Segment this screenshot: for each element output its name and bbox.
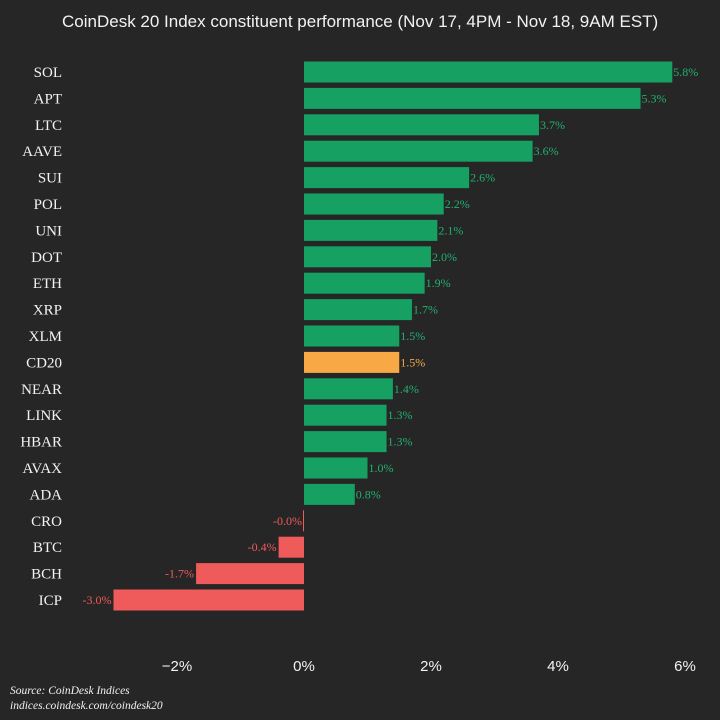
category-label: POL [34, 197, 62, 213]
category-label: AAVE [22, 144, 62, 160]
category-label: ADA [30, 487, 63, 503]
bars-group [113, 61, 673, 611]
bar-cro [303, 510, 304, 532]
value-label: -0.4% [248, 540, 277, 554]
bar-aave [304, 140, 533, 162]
bar-btc [278, 536, 304, 558]
bar-dot [304, 246, 431, 268]
bar-near [304, 378, 393, 400]
category-label: DOT [31, 250, 62, 266]
category-label: CD20 [26, 355, 62, 371]
bar-pol [304, 193, 444, 215]
category-label: UNI [35, 223, 62, 239]
category-label: ICP [39, 593, 62, 609]
bar-cd20 [304, 351, 400, 373]
category-label: NEAR [21, 382, 62, 398]
value-label: 5.3% [642, 91, 667, 105]
value-label: 1.3% [388, 435, 413, 449]
value-label: 1.9% [426, 276, 451, 290]
source-url: indices.coindesk.com/coindesk20 [10, 700, 163, 712]
value-label: 5.8% [673, 65, 698, 79]
value-label: 0.8% [356, 487, 381, 501]
category-label: LTC [35, 118, 62, 134]
bar-bch [196, 563, 304, 585]
x-tick-label: −2% [162, 658, 192, 675]
bar-sol [304, 61, 673, 83]
chart-title: CoinDesk 20 Index constituent performanc… [62, 12, 658, 31]
x-tick-label: 4% [547, 658, 569, 675]
value-label: 2.6% [470, 171, 495, 185]
category-labels: SOL APT LTC AAVE SUI POL UNI DOT ETH XRP XLM CD20 NE… [20, 65, 62, 609]
value-label: 1.5% [400, 329, 425, 343]
category-label: BTC [33, 540, 62, 556]
value-label: -3.0% [83, 593, 112, 607]
value-label: 1.7% [413, 303, 438, 317]
bar-xrp [304, 299, 412, 321]
bar-uni [304, 219, 438, 241]
category-label: XRP [33, 303, 62, 319]
x-tick-label: 2% [420, 658, 442, 675]
value-labels: 5.8% 5.3% 3.7% 3.6% 2.6%2.2% 2.1% 2.0% 1.9% 1.7%… [83, 65, 699, 607]
bar-icp [113, 589, 304, 611]
category-label: SUI [38, 171, 62, 187]
source-line: Source: CoinDesk Indices [10, 685, 130, 697]
value-label: -1.7% [165, 567, 194, 581]
category-label: AVAX [23, 461, 63, 477]
bar-avax [304, 457, 368, 479]
value-label: 3.7% [540, 118, 565, 132]
value-label: 1.0% [369, 461, 394, 475]
bar-xlm [304, 325, 400, 347]
value-label: 3.6% [534, 144, 559, 158]
value-label: 1.4% [394, 382, 419, 396]
value-label: 1.3% [388, 408, 413, 422]
value-label: 1.5% [400, 355, 425, 369]
bar-apt [304, 87, 641, 109]
x-axis-ticks: −2% 0% 2% 4% 6% [162, 658, 696, 675]
value-label: -0.0% [273, 514, 302, 528]
category-label: BCH [31, 567, 62, 583]
bar-hbar [304, 431, 387, 453]
category-label: SOL [34, 65, 62, 81]
bar-ltc [304, 114, 539, 136]
x-tick-label: 0% [293, 658, 315, 675]
bar-ada [304, 483, 355, 505]
bar-eth [304, 272, 425, 294]
value-label: 2.2% [445, 197, 470, 211]
bar-sui [304, 167, 470, 189]
bar-link [304, 404, 387, 426]
category-label: APT [34, 91, 62, 107]
x-tick-label: 6% [674, 658, 696, 675]
category-label: ETH [33, 276, 62, 292]
value-label: 2.1% [438, 223, 463, 237]
category-label: XLM [29, 329, 62, 345]
category-label: LINK [26, 408, 62, 424]
value-label: 2.0% [432, 250, 457, 264]
category-label: HBAR [20, 435, 62, 451]
category-label: CRO [31, 514, 62, 530]
